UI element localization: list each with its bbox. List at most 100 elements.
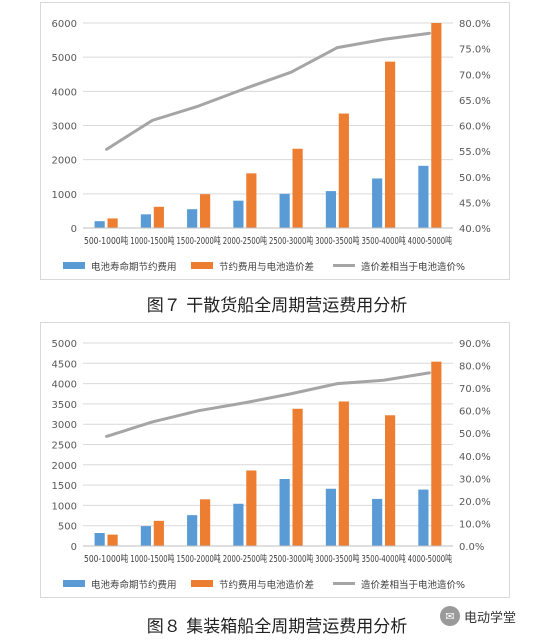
- legend-label: 电池寿命期节约费用: [91, 261, 177, 273]
- bar-savings-minus-cost: [385, 61, 396, 228]
- bar-battery-savings: [372, 178, 383, 228]
- y2-tick-label: 90.0%: [459, 339, 491, 350]
- y-tick-label: 4000: [52, 380, 77, 391]
- y-tick-label: 3500: [52, 400, 77, 411]
- x-tick-label: 500-1000吨: [84, 553, 129, 565]
- y-tick-label: 3000: [52, 420, 77, 431]
- bar-battery-savings: [325, 191, 336, 228]
- y-tick-label: 5000: [52, 339, 77, 350]
- y2-tick-label: 20.0%: [459, 497, 491, 508]
- legend-label: 造价差相当于电池造价%: [361, 579, 465, 591]
- line-point: [243, 401, 247, 404]
- legend-swatch: [63, 580, 85, 587]
- bar-savings-minus-cost: [385, 415, 396, 546]
- line-point: [428, 32, 432, 35]
- line-point: [151, 119, 154, 122]
- figure-caption-2: 图８ 集装箱船全周期营运费用分析: [146, 617, 408, 637]
- bar-battery-savings: [187, 515, 198, 546]
- legend-label: 造价差相当于电池造价%: [361, 261, 465, 273]
- legend-swatch: [63, 262, 85, 269]
- x-tick-label: 3000-3500吨: [315, 235, 360, 247]
- chart-2: 0 500 1000 1500 2000 2500 3000 3500 4000 4500 5000…: [52, 339, 491, 591]
- line-point: [197, 409, 200, 412]
- x-tick-label: 3000-3500吨: [315, 553, 360, 565]
- bar-savings-minus-cost: [246, 173, 257, 228]
- bar-savings-minus-cost: [431, 361, 442, 546]
- x-tick-label: 1000-1500吨: [130, 235, 175, 247]
- bar-savings-minus-cost: [292, 148, 303, 228]
- bar-savings-minus-cost: [431, 23, 442, 228]
- bar-savings-minus-cost: [338, 113, 349, 228]
- line-point: [104, 148, 108, 151]
- x-tick-label: 1500-2000吨: [177, 553, 222, 565]
- y-tick-label: 0: [71, 542, 77, 553]
- bar-battery-savings: [187, 209, 198, 228]
- y-tick-label: 6000: [52, 19, 77, 30]
- x-tick-label: 3500-4000吨: [362, 553, 407, 565]
- chat-bubble-icon: ✉: [440, 606, 460, 626]
- y-tick-label: 5000: [52, 53, 77, 64]
- figure-caption-1: 图７ 干散货船全周期营运费用分析: [146, 296, 408, 316]
- line-point: [104, 435, 108, 438]
- legend-label: 电池寿命期节约费用: [91, 579, 177, 591]
- x-tick-label: 2000-2500吨: [223, 553, 268, 565]
- x-tick-label: 4000-5000吨: [408, 553, 453, 565]
- y-tick-label: 4000: [52, 87, 77, 98]
- y2-tick-label: 80.0%: [459, 362, 491, 373]
- bar-battery-savings: [279, 193, 290, 228]
- bar-savings-minus-cost: [153, 520, 164, 546]
- y2-tick-label: 30.0%: [459, 474, 491, 485]
- chart-panel-1: 0 1000 2000 3000 4000 5000 6000 40.0% 45.0% 50.0%…: [40, 2, 510, 280]
- y-tick-label: 2500: [52, 441, 77, 452]
- line-point: [428, 371, 432, 374]
- bar-battery-savings: [418, 165, 429, 228]
- x-tick-label: 3500-4000吨: [362, 235, 407, 247]
- y2-tick-label: 55.0%: [459, 147, 491, 158]
- line-point: [336, 46, 339, 49]
- chart-panel-2: 0 500 1000 1500 2000 2500 3000 3500 4000 4500 5000…: [40, 322, 510, 598]
- y2-tick-label: 50.0%: [459, 173, 491, 184]
- x-tick-label: 2500-3000吨: [269, 235, 314, 247]
- x-tick-label: 4000-5000吨: [408, 235, 453, 247]
- y2-tick-label: 0.0%: [459, 542, 484, 553]
- line-point: [289, 71, 293, 74]
- y-tick-label: 1000: [52, 501, 77, 512]
- y2-tick-label: 50.0%: [459, 429, 491, 440]
- bar-battery-savings: [233, 200, 244, 228]
- line-point: [289, 392, 293, 395]
- bar-savings-minus-cost: [200, 499, 211, 546]
- line-point: [243, 87, 247, 90]
- bar-savings-minus-cost: [153, 206, 164, 228]
- bar-savings-minus-cost: [292, 408, 303, 546]
- y2-tick-label: 80.0%: [459, 19, 491, 30]
- y2-tick-label: 60.0%: [459, 122, 491, 133]
- y2-tick-label: 10.0%: [459, 519, 491, 530]
- y2-tick-label: 75.0%: [459, 45, 491, 56]
- y2-tick-label: 70.0%: [459, 70, 491, 81]
- bar-savings-minus-cost: [107, 218, 118, 228]
- y-tick-label: 500: [58, 522, 77, 533]
- line-point: [382, 38, 385, 41]
- bar-battery-savings: [94, 221, 105, 228]
- watermark-text: 电动学堂: [464, 610, 517, 626]
- bar-battery-savings: [372, 498, 383, 546]
- legend-label: 节约费用与电池造价差: [219, 261, 314, 273]
- y2-tick-label: 60.0%: [459, 407, 491, 418]
- y-tick-label: 1000: [52, 190, 77, 201]
- bar-savings-minus-cost: [200, 194, 211, 228]
- y2-tick-label: 70.0%: [459, 384, 491, 395]
- legend-swatch: [191, 262, 213, 269]
- bar-savings-minus-cost: [338, 401, 349, 546]
- watermark: ✉ 电动学堂: [440, 604, 552, 628]
- y-tick-label: 3000: [52, 122, 77, 133]
- y2-tick-label: 40.0%: [459, 224, 491, 235]
- x-tick-label: 2500-3000吨: [269, 553, 314, 565]
- line-series-cost-ratio: [105, 31, 431, 151]
- line-point: [197, 104, 200, 108]
- line-point: [382, 379, 385, 382]
- y-tick-label: 0: [71, 224, 77, 235]
- y-tick-label: 2000: [52, 156, 77, 167]
- y-tick-label: 1500: [52, 481, 77, 492]
- y2-tick-label: 40.0%: [459, 452, 491, 463]
- y-tick-label: 4500: [52, 359, 77, 370]
